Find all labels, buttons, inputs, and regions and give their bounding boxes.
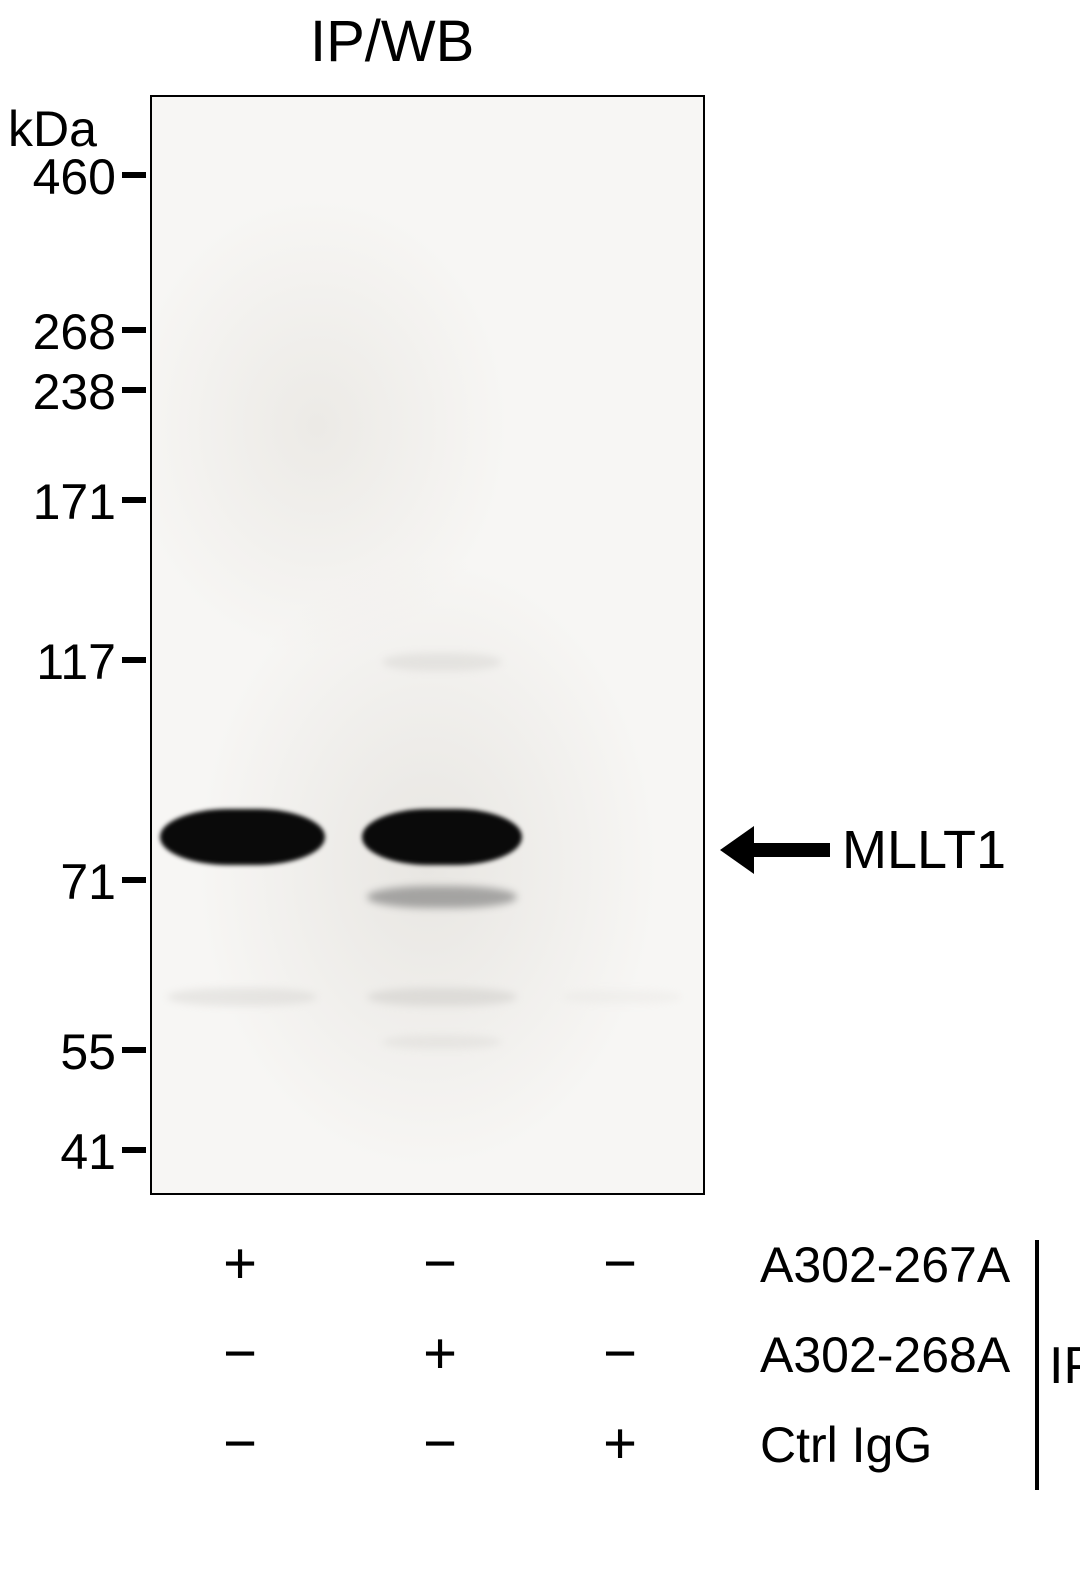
lane-symbol: − xyxy=(218,1410,262,1477)
mw-marker-label: 117 xyxy=(36,633,116,691)
band xyxy=(382,653,502,671)
band xyxy=(367,886,517,908)
mw-marker-label: 171 xyxy=(33,473,116,531)
lane-symbol: − xyxy=(418,1410,462,1477)
arrow-head xyxy=(720,826,754,874)
lane-symbol: − xyxy=(598,1320,642,1387)
arrow-shaft xyxy=(748,843,830,857)
mw-marker-label: 41 xyxy=(60,1123,116,1181)
mw-marker-tick xyxy=(122,877,146,883)
band xyxy=(167,988,317,1006)
lane-symbol: + xyxy=(598,1410,642,1477)
mw-marker-label: 55 xyxy=(60,1023,116,1081)
mw-marker-tick xyxy=(122,1147,146,1153)
mw-marker-tick xyxy=(122,497,146,503)
blot-membrane xyxy=(150,95,705,1195)
arrow-label: MLLT1 xyxy=(842,819,1006,881)
mw-marker-tick xyxy=(122,387,146,393)
mw-marker-tick xyxy=(122,327,146,333)
mw-marker-tick xyxy=(122,172,146,178)
band xyxy=(367,988,517,1006)
band xyxy=(160,809,325,865)
lane-symbol: − xyxy=(418,1230,462,1297)
mw-marker-tick xyxy=(122,657,146,663)
mw-marker-label: 238 xyxy=(33,363,116,421)
band xyxy=(362,809,522,865)
lane-symbol: + xyxy=(418,1320,462,1387)
lane-symbol: − xyxy=(598,1230,642,1297)
figure-title: IP/WB xyxy=(310,8,474,75)
mw-marker-label: 71 xyxy=(60,853,116,911)
lane-symbol: + xyxy=(218,1230,262,1297)
lane-symbol: − xyxy=(218,1320,262,1387)
ip-bracket xyxy=(1035,1240,1039,1490)
mw-marker-label: 268 xyxy=(33,303,116,361)
mw-marker-tick xyxy=(122,1047,146,1053)
blot-shading xyxy=(152,97,703,1193)
band xyxy=(382,1035,502,1049)
figure-canvas: IP/WB kDa MLLT1 460268238171117715541 +−… xyxy=(0,0,1080,1582)
ip-antibody-label: Ctrl IgG xyxy=(760,1416,932,1474)
mw-marker-label: 460 xyxy=(33,148,116,206)
ip-antibody-label: A302-267A xyxy=(760,1236,1010,1294)
ip-group-label: IP xyxy=(1049,1336,1080,1396)
band xyxy=(562,990,682,1004)
ip-antibody-label: A302-268A xyxy=(760,1326,1010,1384)
